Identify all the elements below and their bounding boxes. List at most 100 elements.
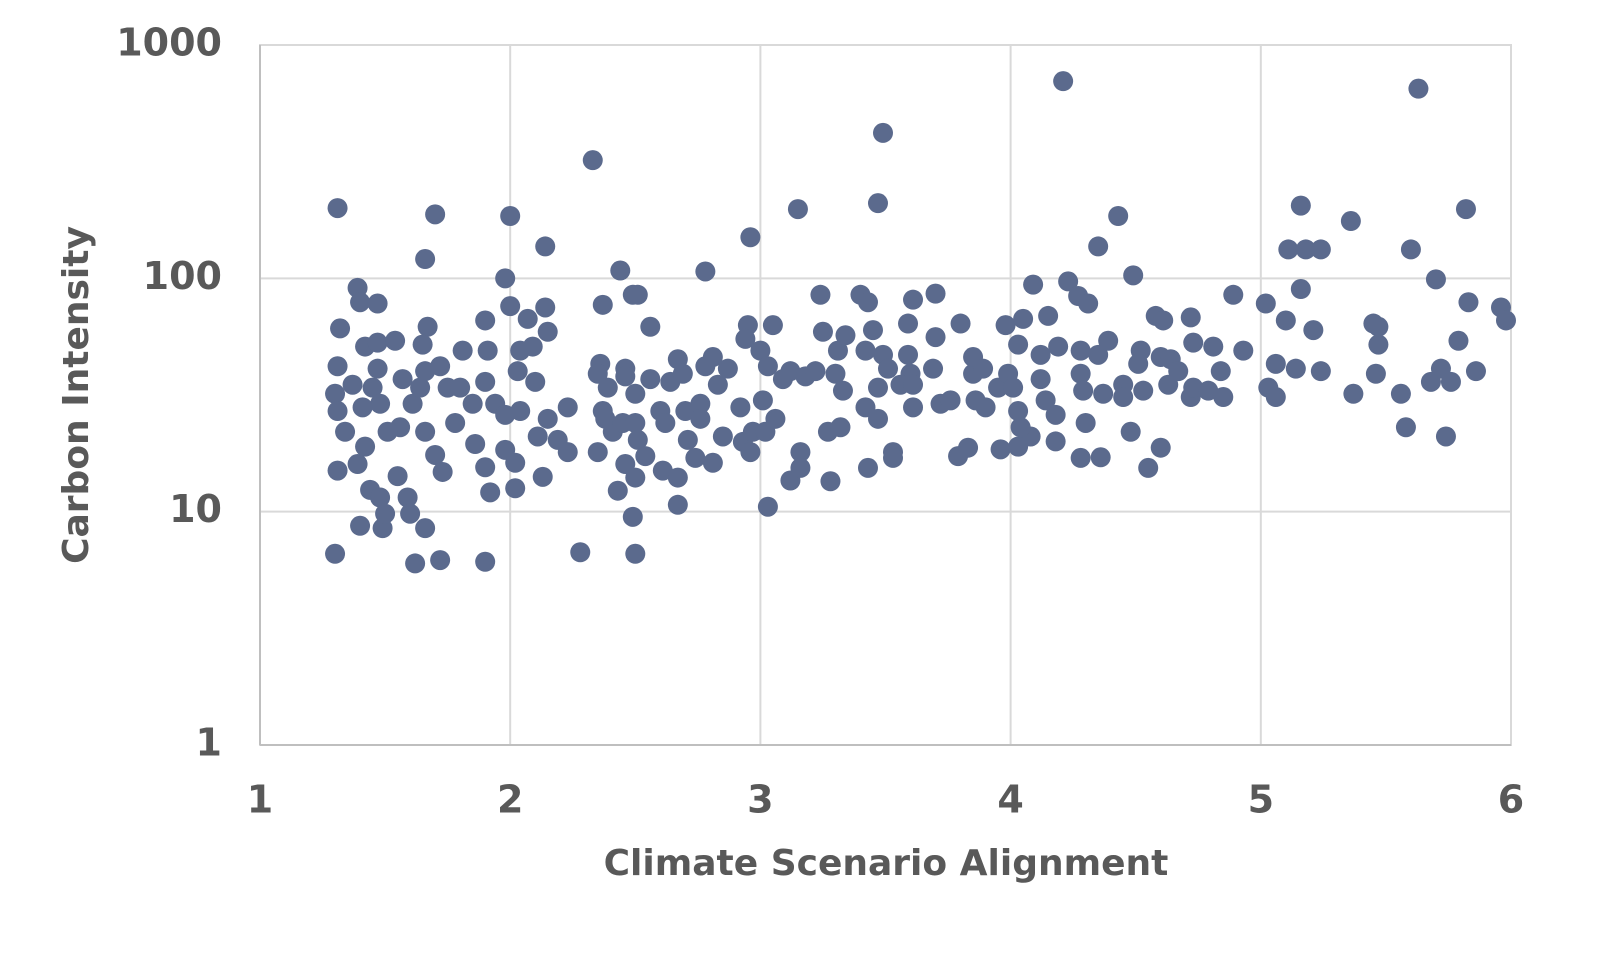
point — [702, 452, 723, 473]
point — [500, 205, 521, 226]
point — [1150, 437, 1171, 458]
point — [335, 421, 356, 442]
point — [415, 518, 436, 539]
point — [417, 316, 438, 337]
point — [367, 358, 388, 379]
point — [625, 412, 646, 433]
point — [1153, 310, 1174, 331]
point — [923, 358, 944, 379]
point — [1138, 457, 1159, 478]
point — [958, 437, 979, 458]
point — [342, 374, 363, 395]
point — [500, 296, 521, 317]
point — [557, 442, 578, 463]
point — [1070, 340, 1091, 361]
point — [940, 390, 961, 411]
x-tick-label: 1 — [247, 778, 273, 822]
point — [397, 487, 418, 508]
point — [640, 369, 661, 390]
point — [1213, 387, 1234, 408]
x-tick-label: 3 — [747, 778, 773, 822]
point — [1448, 330, 1469, 351]
point — [1223, 284, 1244, 305]
point — [415, 421, 436, 442]
point — [640, 316, 661, 337]
point — [495, 268, 516, 289]
point — [582, 150, 603, 171]
point — [1120, 421, 1141, 442]
point — [362, 377, 383, 398]
point — [1408, 78, 1429, 99]
point — [830, 417, 851, 438]
point — [1458, 292, 1479, 313]
point — [1290, 195, 1311, 216]
point — [1203, 336, 1224, 357]
point — [1090, 447, 1111, 468]
point — [790, 457, 811, 478]
y-tick-label: 100 — [143, 254, 222, 298]
point — [537, 408, 558, 429]
point — [625, 383, 646, 404]
point — [1395, 417, 1416, 438]
point — [812, 321, 833, 342]
point — [517, 308, 538, 329]
point — [702, 347, 723, 368]
y-axis-title: Carbon Intensity — [56, 226, 97, 564]
point — [1078, 293, 1099, 314]
point — [1070, 447, 1091, 468]
point — [1013, 308, 1034, 329]
point — [1425, 269, 1446, 290]
point — [898, 344, 919, 365]
point — [327, 460, 348, 481]
point — [475, 457, 496, 478]
point — [903, 289, 924, 310]
point — [505, 478, 526, 499]
point — [712, 426, 733, 447]
point — [377, 421, 398, 442]
point — [1198, 380, 1219, 401]
point — [462, 393, 483, 414]
point — [392, 369, 413, 390]
point — [1030, 369, 1051, 390]
point — [973, 358, 994, 379]
point — [1123, 265, 1144, 286]
point — [587, 442, 608, 463]
point — [1183, 377, 1204, 398]
point — [740, 227, 761, 248]
point — [410, 377, 431, 398]
point — [855, 340, 876, 361]
point — [1003, 377, 1024, 398]
point — [832, 380, 853, 401]
point — [1133, 380, 1154, 401]
point — [690, 393, 711, 414]
point — [740, 442, 761, 463]
point — [857, 292, 878, 313]
point — [475, 310, 496, 331]
point — [717, 358, 738, 379]
point — [1008, 401, 1029, 422]
point — [1045, 431, 1066, 452]
point — [350, 292, 371, 313]
point — [975, 397, 996, 418]
point — [1290, 279, 1311, 300]
point — [352, 397, 373, 418]
point — [898, 313, 919, 334]
point — [862, 320, 883, 341]
point — [1023, 274, 1044, 295]
point — [510, 401, 531, 422]
point — [347, 454, 368, 475]
point — [405, 553, 426, 574]
point — [730, 397, 751, 418]
point — [1233, 340, 1254, 361]
point — [635, 446, 656, 467]
point — [757, 356, 778, 377]
point — [557, 397, 578, 418]
point — [1400, 239, 1421, 260]
point — [677, 429, 698, 450]
point — [327, 356, 348, 377]
x-tick-label: 6 — [1498, 778, 1524, 822]
point — [835, 325, 856, 346]
point — [1093, 383, 1114, 404]
point — [1210, 361, 1231, 382]
